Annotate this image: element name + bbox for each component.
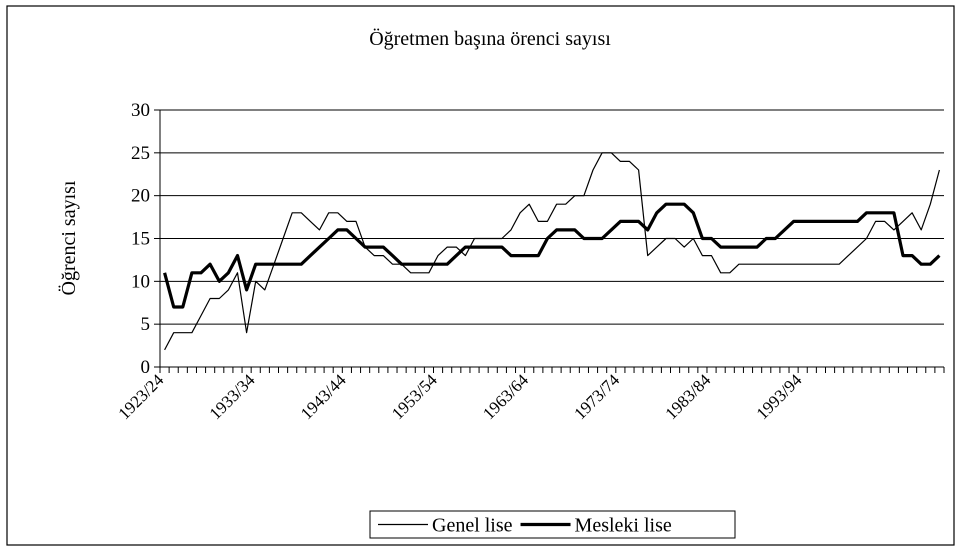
legend: Genel lise Mesleki lise xyxy=(369,510,736,539)
y-tick-label: 25 xyxy=(131,143,150,164)
series-line xyxy=(163,202,941,309)
y-tick-label: 15 xyxy=(131,229,150,250)
y-tick-label: 20 xyxy=(131,186,150,207)
y-tick-label: 10 xyxy=(131,271,150,292)
legend-label: Genel lise xyxy=(432,515,513,537)
y-axis-label: Öğrenci sayısı xyxy=(57,180,80,295)
y-tick-label: 30 xyxy=(131,100,150,121)
y-tick-label: 5 xyxy=(141,314,151,335)
chart-title: Öğretmen başına örenci sayısı xyxy=(369,27,611,50)
legend-label: Mesleki lise xyxy=(575,515,672,537)
y-tick-label: 0 xyxy=(141,357,151,378)
legend-box xyxy=(369,510,736,539)
series-line xyxy=(164,152,940,351)
